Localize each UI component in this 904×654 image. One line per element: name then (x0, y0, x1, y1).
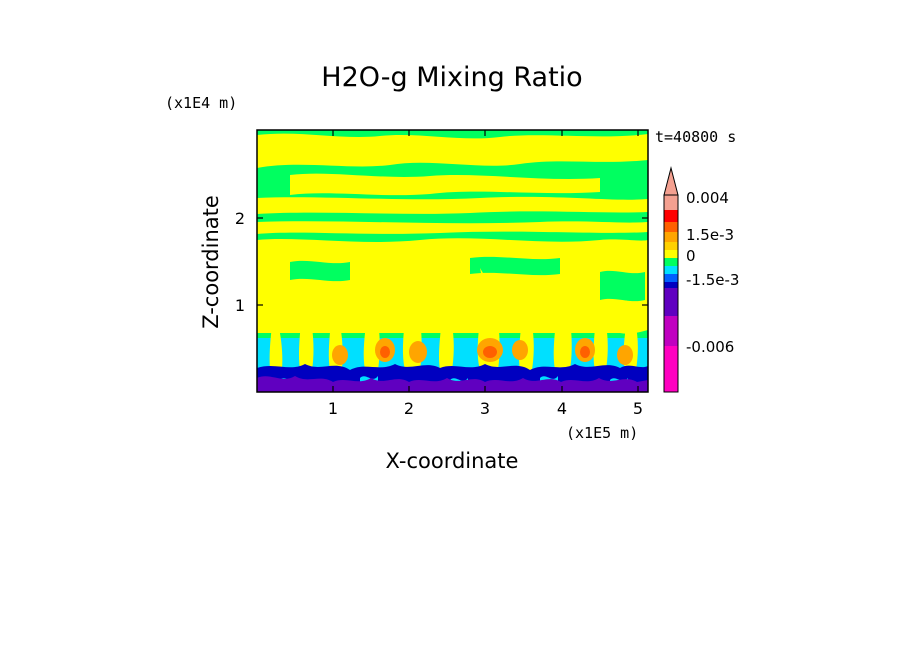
plume-hot-cores (380, 346, 590, 358)
y-tick-label: 1 (235, 296, 245, 315)
y-axis (257, 217, 648, 306)
x-tick-label: 2 (404, 399, 414, 418)
colorbar-segment (664, 346, 678, 392)
colorbar-segment (664, 232, 678, 242)
x-tick-label: 4 (557, 399, 567, 418)
colorbar-segment (664, 258, 678, 266)
plot-frame (256, 129, 649, 393)
colorbar-segment (664, 316, 678, 346)
colorbar-segment (664, 266, 678, 274)
x-axis-label: X-coordinate (386, 449, 519, 473)
y-scale-label: (x1E4 m) (165, 94, 237, 112)
x-axis (332, 130, 639, 392)
colorbar-label: -1.5e-3 (686, 271, 739, 289)
x-tick-label: 3 (480, 399, 490, 418)
mid-yellow-band (257, 238, 648, 334)
colorbar-labels: 0.004 1.5e-3 0 -1.5e-3 -0.006 (686, 189, 739, 356)
y-axis-label: Z-coordinate (199, 195, 223, 329)
colorbar-label: 0.004 (686, 189, 729, 207)
colorbar-label: -0.006 (686, 338, 734, 356)
surface-purple-base (257, 376, 648, 392)
colorbar-frame (663, 194, 679, 393)
x-tick-label: 1 (328, 399, 338, 418)
colorbar-segment (664, 210, 678, 222)
colorbar-segment (664, 195, 678, 210)
x-scale-label: (x1E5 m) (566, 424, 638, 442)
time-label: t=40800 s (655, 128, 736, 146)
colorbar-label: 0 (686, 247, 696, 265)
colorbar-extension (663, 166, 679, 196)
colorbar-segment (664, 250, 678, 258)
mid-green-gaps (290, 256, 645, 302)
x-tick-label: 5 (633, 399, 643, 418)
plot-area (257, 130, 648, 392)
colorbar-segment (664, 274, 678, 282)
upper-yellow-streaks (257, 133, 648, 234)
colorbar-segment (664, 222, 678, 232)
y-tick-label: 2 (235, 209, 245, 228)
chart-title: H2O-g Mixing Ratio (321, 62, 582, 93)
colorbar-label: 1.5e-3 (686, 226, 734, 244)
colorbar (663, 166, 679, 393)
colorbar-segment (664, 242, 678, 250)
colorbar-segment (664, 288, 678, 316)
colorbar-segment (664, 282, 678, 288)
